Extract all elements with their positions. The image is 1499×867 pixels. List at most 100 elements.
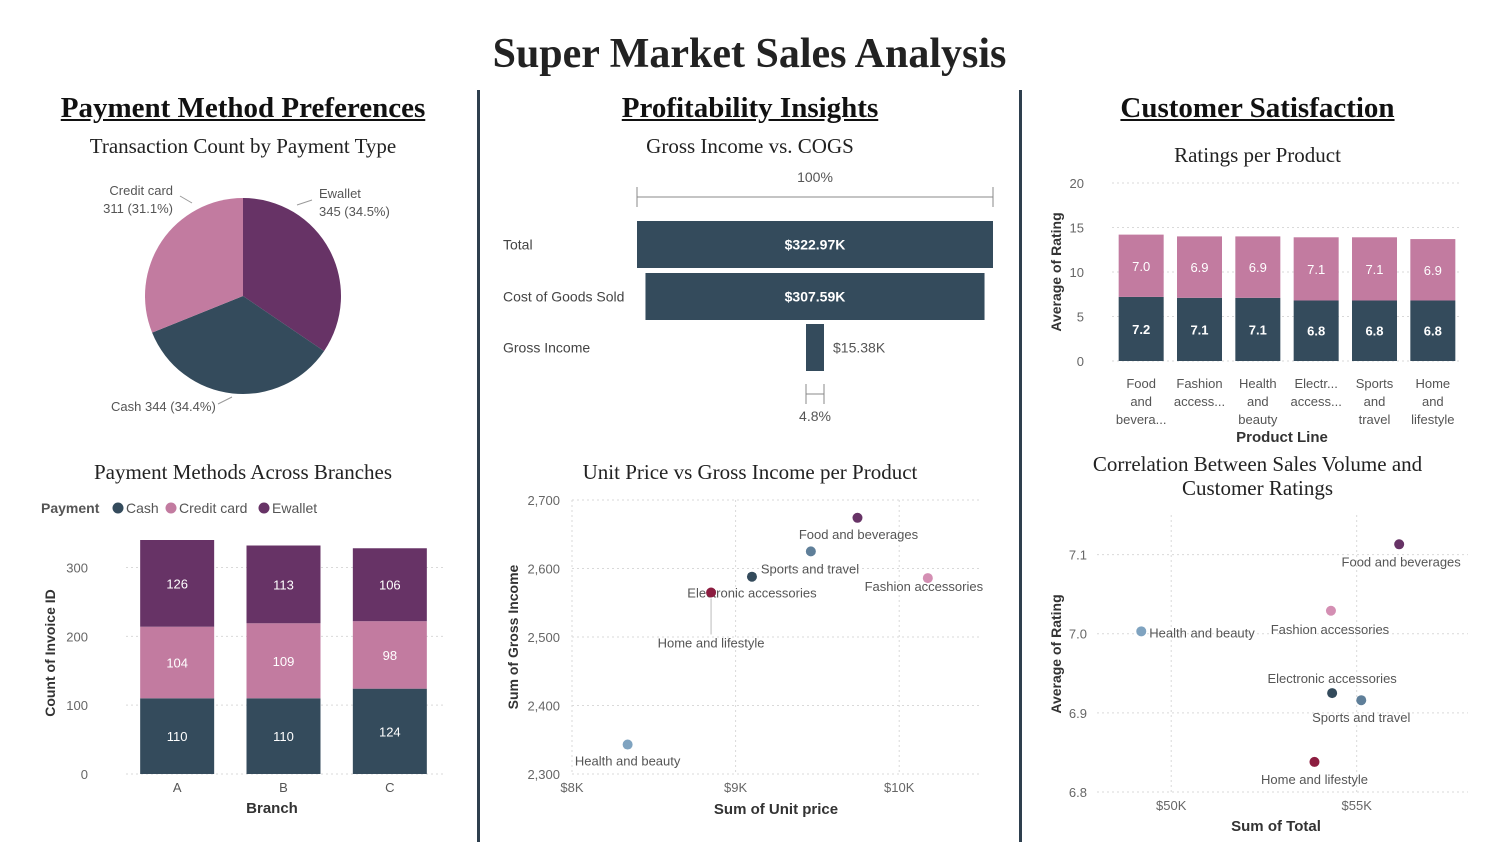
rating-x-tick: and (1422, 394, 1444, 409)
branch-bar-segment[interactable] (352, 688, 427, 774)
rating-x-tick: Home (1415, 376, 1450, 391)
rating-bar-segment[interactable] (1235, 297, 1281, 361)
pie-leader-line (179, 195, 193, 204)
scatter-price-point-label: Food and beverages (799, 527, 919, 542)
scatter-total-point-label: Fashion accessories (1271, 622, 1390, 637)
funnel-bar[interactable] (645, 273, 985, 320)
pie-slice-ewallet[interactable] (243, 198, 341, 352)
dashboard-title: Super Market Sales Analysis (492, 31, 1007, 77)
rating-bar-segment[interactable] (1352, 237, 1397, 301)
branch-legend-swatch (258, 502, 270, 514)
rating-x-tick: Food (1126, 376, 1156, 391)
rating-bar-segment[interactable] (1293, 237, 1339, 301)
scatter-total-x-axis-title: Sum of Total (1231, 818, 1321, 835)
rating-bar-segment[interactable] (1118, 234, 1164, 297)
rating-bar-segment[interactable] (1235, 236, 1281, 298)
rating-bar-segment[interactable] (1352, 300, 1397, 361)
rating-x-tick: Sports (1356, 376, 1394, 391)
rating-bar-segment[interactable] (1410, 239, 1456, 301)
branch-bar-segment[interactable] (140, 698, 215, 774)
scatter-total-point[interactable] (1309, 756, 1320, 767)
scatter-price-point[interactable] (852, 512, 863, 523)
rating-data-label: 7.2 (1132, 322, 1150, 337)
rating-data-label: 7.1 (1190, 322, 1208, 337)
branch-data-label: 98 (383, 648, 397, 663)
scatter-total-y-tick: 6.8 (1069, 785, 1087, 800)
rating-bar-segment[interactable] (1410, 300, 1456, 361)
rating-y-axis-title: Average of Rating (1048, 212, 1064, 331)
branch-bar-segment[interactable] (246, 545, 321, 624)
rating-bars-title: Ratings per Product (1174, 143, 1341, 167)
scatter-price-point[interactable] (805, 546, 816, 557)
scatter-price-y-tick: 2,600 (527, 562, 560, 577)
divider-right (1019, 90, 1022, 842)
scatter-total-x-tick: $50K (1156, 798, 1187, 813)
scatter-price-x-tick: $9K (724, 780, 747, 795)
rating-data-label: 7.1 (1249, 322, 1267, 337)
rating-bar-segment[interactable] (1293, 300, 1339, 361)
scatter-price-point-label: Health and beauty (575, 754, 681, 769)
scatter-price-point[interactable] (746, 571, 757, 582)
rating-bar-segment[interactable] (1177, 236, 1222, 298)
rating-data-label: 6.8 (1307, 324, 1325, 339)
branch-data-label: 126 (166, 576, 188, 591)
scatter-total-point-label: Sports and travel (1312, 710, 1410, 725)
divider-left (477, 90, 480, 842)
scatter-price-x-axis-title: Sum of Unit price (714, 801, 838, 818)
funnel-category-label: Total (503, 237, 533, 253)
section-title-profit: Profitability Insights (621, 92, 879, 124)
branch-bar-segment[interactable] (140, 540, 215, 627)
branch-bar-segment[interactable] (352, 548, 427, 622)
branch-y-tick: 100 (66, 698, 88, 713)
pie-slice-cash[interactable] (152, 296, 325, 394)
rating-data-label: 7.1 (1365, 262, 1383, 277)
rating-data-label: 6.8 (1424, 324, 1442, 339)
branch-x-tick: C (385, 780, 394, 795)
scatter-total-point[interactable] (1356, 695, 1367, 706)
scatter-price-x-tick: $10K (884, 780, 915, 795)
branch-legend-label: Credit card (179, 500, 247, 516)
section-title-satisfaction: Customer Satisfaction (1120, 92, 1395, 124)
branch-bar-segment[interactable] (352, 621, 427, 689)
branch-data-label: 110 (273, 729, 294, 744)
scatter-total-point[interactable] (1394, 539, 1405, 550)
branch-bar-segment[interactable] (246, 698, 321, 774)
funnel-bar[interactable] (806, 324, 824, 371)
branch-data-label: 113 (273, 577, 294, 592)
pie-slice-credit-card[interactable] (144, 198, 243, 333)
scatter-total-point-label: Electronic accessories (1267, 671, 1397, 686)
scatter-price-point[interactable] (922, 573, 933, 584)
scatter-total-point[interactable] (1325, 605, 1336, 616)
rating-y-tick: 0 (1077, 354, 1084, 369)
scatter-total-y-tick: 7.1 (1069, 548, 1087, 563)
rating-x-tick: Health (1239, 376, 1277, 391)
rating-y-tick: 20 (1070, 176, 1084, 191)
rating-data-label: 6.8 (1365, 324, 1383, 339)
pie-value-label: 311 (31.1%) (103, 201, 173, 216)
rating-x-tick: bevera... (1116, 412, 1167, 427)
pie-label: Cash 344 (34.4%) (111, 399, 216, 414)
scatter-price-point[interactable] (706, 587, 717, 598)
rating-bar-segment[interactable] (1118, 296, 1164, 361)
branch-bar-segment[interactable] (246, 623, 321, 699)
section-title-payment: Payment Method Preferences (60, 92, 426, 124)
scatter-total-point[interactable] (1327, 688, 1338, 699)
scatter-total-point[interactable] (1136, 626, 1147, 637)
scatter-price-point[interactable] (622, 739, 633, 750)
branch-bars-title: Payment Methods Across Branches (93, 460, 393, 484)
scatter-price-y-tick: 2,400 (527, 699, 560, 714)
rating-bar-segment[interactable] (1177, 297, 1222, 361)
funnel-bar[interactable] (637, 221, 993, 268)
funnel-bottom-label: 4.8% (799, 408, 831, 424)
scatter-price-point-label: Electronic accessories (687, 586, 817, 601)
branch-data-label: 104 (166, 656, 188, 671)
branch-bar-segment[interactable] (140, 626, 215, 699)
scatter-total-y-axis-title: Average of Rating (1048, 594, 1064, 713)
scatter-total-y-tick: 6.9 (1069, 706, 1087, 721)
scatter-price-y-axis-title: Sum of Gross Income (505, 564, 521, 709)
